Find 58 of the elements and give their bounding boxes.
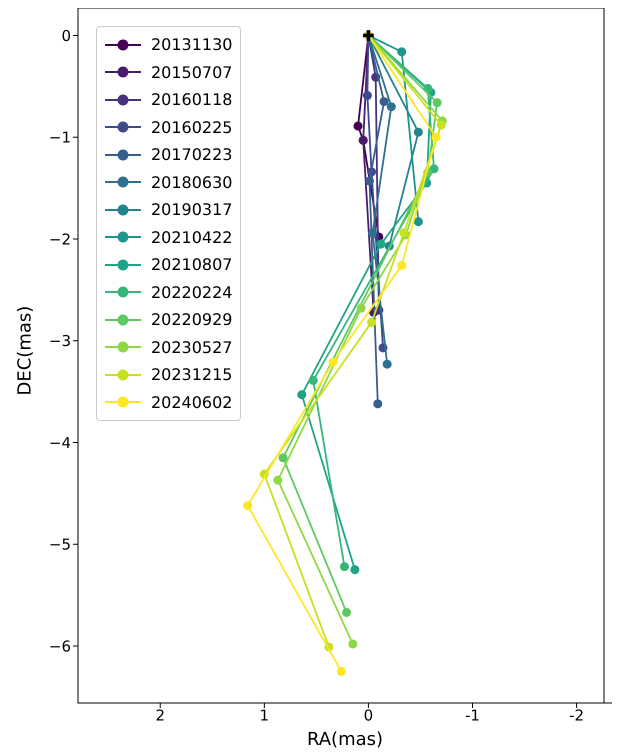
legend-label: 20160118 — [151, 90, 232, 110]
point — [368, 228, 378, 238]
y-tick-label: −3 — [48, 332, 71, 350]
point — [340, 562, 349, 572]
legend-label: 20230527 — [151, 338, 232, 357]
point — [354, 122, 363, 131]
y-tick-label: −5 — [48, 536, 71, 554]
point — [373, 399, 382, 408]
point — [336, 666, 346, 676]
point — [397, 260, 406, 270]
x-axis-title: RA(mas) — [306, 729, 384, 750]
point — [348, 639, 358, 648]
legend-label: 20160225 — [151, 118, 232, 137]
point — [297, 390, 306, 400]
point — [308, 376, 318, 385]
legend-label: 20150707 — [151, 62, 232, 82]
point — [356, 304, 366, 313]
legend-label: 20131130 — [151, 35, 232, 54]
x-tick-label: 1 — [260, 706, 270, 725]
point — [342, 608, 352, 617]
y-tick-label: −1 — [48, 128, 71, 147]
point — [350, 565, 360, 574]
legend-label: 20190317 — [151, 200, 232, 220]
y-tick-label: 0 — [61, 26, 71, 45]
legend-label: 20240602 — [151, 392, 232, 412]
legend-label: 20231215 — [151, 365, 232, 384]
point — [397, 47, 406, 56]
point — [436, 120, 446, 130]
point — [429, 164, 439, 174]
point — [328, 358, 338, 367]
point — [364, 176, 374, 186]
point — [278, 453, 288, 462]
y-tick-label: −4 — [48, 434, 71, 452]
y-tick-label: −6 — [48, 637, 71, 656]
point — [432, 132, 441, 142]
x-tick-label: -2 — [569, 706, 584, 725]
legend-label: 20210807 — [151, 255, 232, 274]
y-axis-title: DEC(mas) — [14, 306, 36, 396]
y-tick-label: −2 — [48, 230, 71, 248]
point — [414, 217, 423, 226]
point — [382, 360, 392, 369]
legend-label: 20220929 — [151, 310, 232, 330]
legend-label: 20220224 — [151, 282, 232, 302]
legend-label: 20210422 — [151, 228, 232, 247]
point — [243, 501, 252, 510]
legend-label: 20170223 — [151, 145, 232, 164]
point — [386, 102, 396, 112]
point — [367, 318, 376, 327]
x-tick-label: -1 — [465, 706, 480, 725]
x-tick-label: 0 — [364, 706, 374, 725]
point — [432, 98, 442, 108]
point — [414, 128, 423, 137]
point — [376, 240, 386, 249]
legend-label: 20180630 — [151, 172, 232, 192]
point — [380, 97, 389, 106]
point — [362, 91, 372, 100]
x-tick-label: 2 — [155, 706, 166, 725]
point — [273, 476, 282, 485]
